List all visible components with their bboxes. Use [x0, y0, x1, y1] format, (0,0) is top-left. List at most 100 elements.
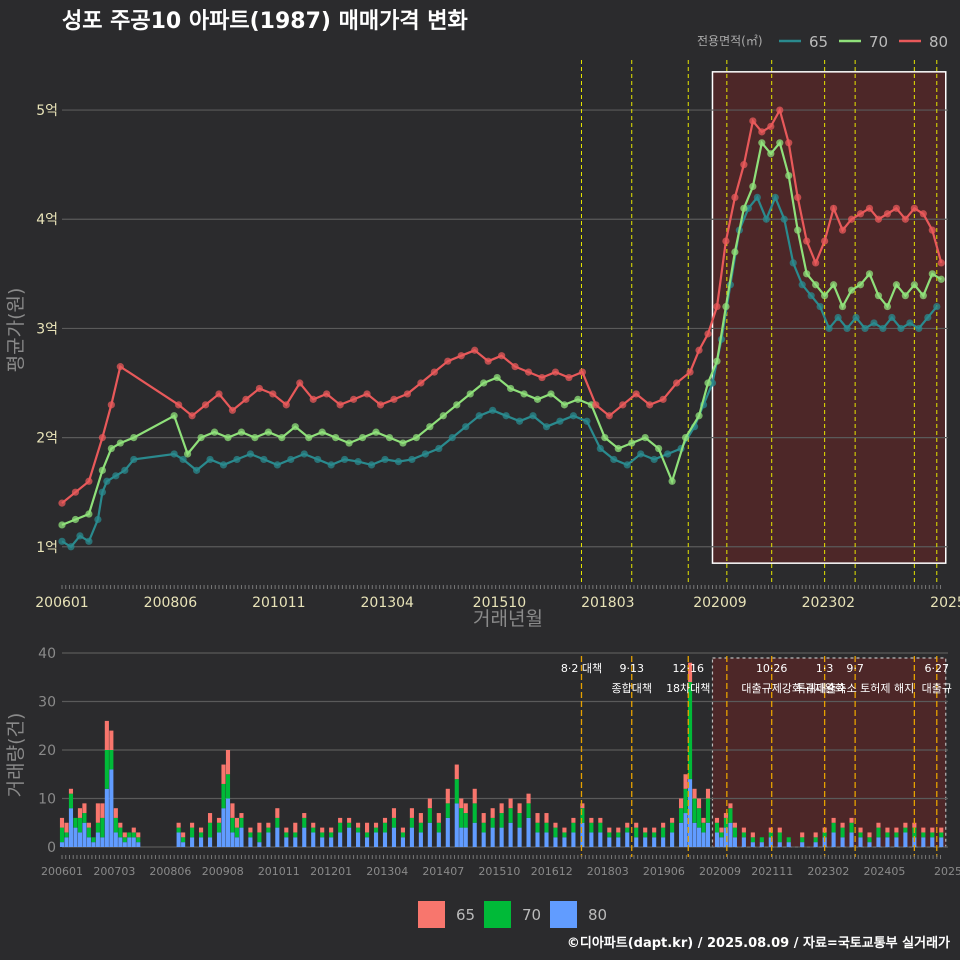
bar-segment-70	[607, 832, 612, 838]
bar-segment-70	[499, 813, 504, 828]
bar-segment-65	[625, 822, 630, 828]
y-tick-label: 4억	[36, 212, 58, 228]
bar-segment-70	[216, 822, 222, 833]
bar-segment-70	[293, 832, 298, 838]
chart-title: 성포 주공10 아파트(1987) 매매가격 변화	[62, 9, 468, 34]
bar-segment-70	[77, 817, 83, 833]
bar-segment-70	[454, 779, 459, 804]
bar-segment-80	[921, 837, 926, 847]
bar-segment-70	[777, 832, 782, 843]
bar-segment-80	[221, 808, 226, 847]
x-tick-label: 200806	[149, 865, 191, 878]
bar-segment-80	[347, 827, 352, 847]
bar-segment-70	[535, 822, 540, 833]
bar-segment-65	[885, 827, 890, 833]
bar-segment-65	[750, 832, 755, 838]
bar-segment-65	[687, 662, 693, 683]
bar-segment-80	[894, 837, 899, 847]
policy-name-label: 대출규	[922, 682, 952, 695]
bar-segment-70	[692, 798, 697, 823]
bar-segment-80	[777, 842, 782, 847]
bar-segment-80	[813, 842, 818, 847]
bar-segment-70	[580, 808, 585, 823]
bar-segment-80	[571, 832, 576, 847]
bar-segment-80	[64, 837, 69, 847]
bar-segment-70	[840, 827, 845, 838]
bottom-plot: 0 10 20 30 40 8·2 대책 9·13 종합대책 12·16 18차대책 10·26 대출…	[38, 646, 960, 878]
bar-segment-70	[86, 827, 91, 838]
bar-segment-65	[777, 827, 782, 833]
bar-segment-65	[199, 827, 204, 833]
bar-segment-70	[661, 827, 666, 838]
bar-segment-65	[64, 822, 69, 833]
legend-label-80: 80	[588, 906, 607, 924]
bar-segment-80	[86, 837, 91, 847]
bar-segment-70	[800, 837, 805, 843]
bar-segment-80	[580, 822, 585, 847]
bar-segment-65	[643, 827, 648, 833]
bar-segment-70	[463, 813, 468, 828]
legend-label-65: 65	[456, 906, 475, 924]
bar-segment-65	[939, 827, 944, 833]
bar-segment-70	[562, 832, 567, 838]
bar-segment-70	[118, 827, 123, 838]
bar-segment-80	[454, 803, 459, 847]
bar-segment-65	[59, 817, 65, 828]
bar-segment-80	[831, 832, 836, 847]
series-line-65	[61, 194, 938, 549]
bar-segment-80	[939, 837, 944, 847]
bar-segment-65	[356, 822, 361, 828]
bar-segment-65	[454, 764, 459, 780]
bar-segment-70	[356, 827, 361, 833]
x-tick-label: 201906	[643, 865, 685, 878]
y-tick-label: 5억	[36, 103, 58, 119]
bar-segment-65	[311, 822, 316, 828]
bar-segment-65	[517, 803, 522, 814]
bar-segment-80	[517, 827, 522, 847]
bar-segment-65	[364, 822, 370, 833]
bar-segment-65	[100, 803, 105, 818]
bar-segment-70	[714, 822, 720, 833]
bar-segment-65	[302, 813, 307, 818]
bar-segment-70	[679, 808, 684, 823]
bar-segment-80	[800, 842, 805, 847]
highlight-box	[711, 71, 947, 564]
bar-segment-65	[705, 788, 711, 799]
bar-segment-65	[104, 720, 109, 750]
bar-segment-70	[338, 822, 343, 833]
bar-segment-70	[136, 837, 141, 843]
bar-segment-65	[234, 817, 240, 828]
bar-segment-65	[122, 832, 127, 838]
bar-segment-70	[652, 832, 657, 838]
bar-segment-80	[858, 837, 863, 847]
bar-segment-65	[131, 827, 136, 833]
bar-segment-70	[59, 827, 65, 843]
bar-segment-70	[302, 817, 307, 828]
bar-segment-65	[225, 750, 231, 775]
bar-segment-65	[257, 822, 262, 833]
policy-name-label: 특례대출축소 토허제 해지	[796, 681, 914, 695]
data-point-80	[937, 259, 945, 267]
bar-segment-80	[427, 822, 432, 847]
bar-segment-80	[481, 832, 486, 847]
bar-segment-80	[714, 832, 720, 847]
bar-segment-80	[418, 832, 423, 847]
bar-segment-70	[409, 817, 414, 828]
bar-segment-70	[885, 832, 890, 838]
bar-segment-80	[634, 837, 639, 847]
bar-segment-65	[68, 788, 74, 794]
legend-title: 전용면적(㎡)	[697, 34, 763, 48]
bar-segment-80	[364, 837, 370, 847]
policy-name-label: 18차대책	[666, 682, 710, 695]
bar-segment-80	[728, 822, 733, 847]
bar-segment-70	[131, 832, 136, 838]
top-legend: 전용면적(㎡) 65 70 80	[697, 33, 948, 51]
bar-segment-65	[867, 832, 872, 838]
bar-segment-65	[670, 817, 675, 823]
bar-segment-65	[589, 817, 594, 823]
bar-segment-80	[625, 832, 630, 847]
x-tick-label: 202111	[751, 865, 793, 878]
x-tick-label: 201612	[531, 865, 573, 878]
bar-segment-70	[113, 817, 118, 833]
bar-segment-80	[225, 798, 231, 847]
